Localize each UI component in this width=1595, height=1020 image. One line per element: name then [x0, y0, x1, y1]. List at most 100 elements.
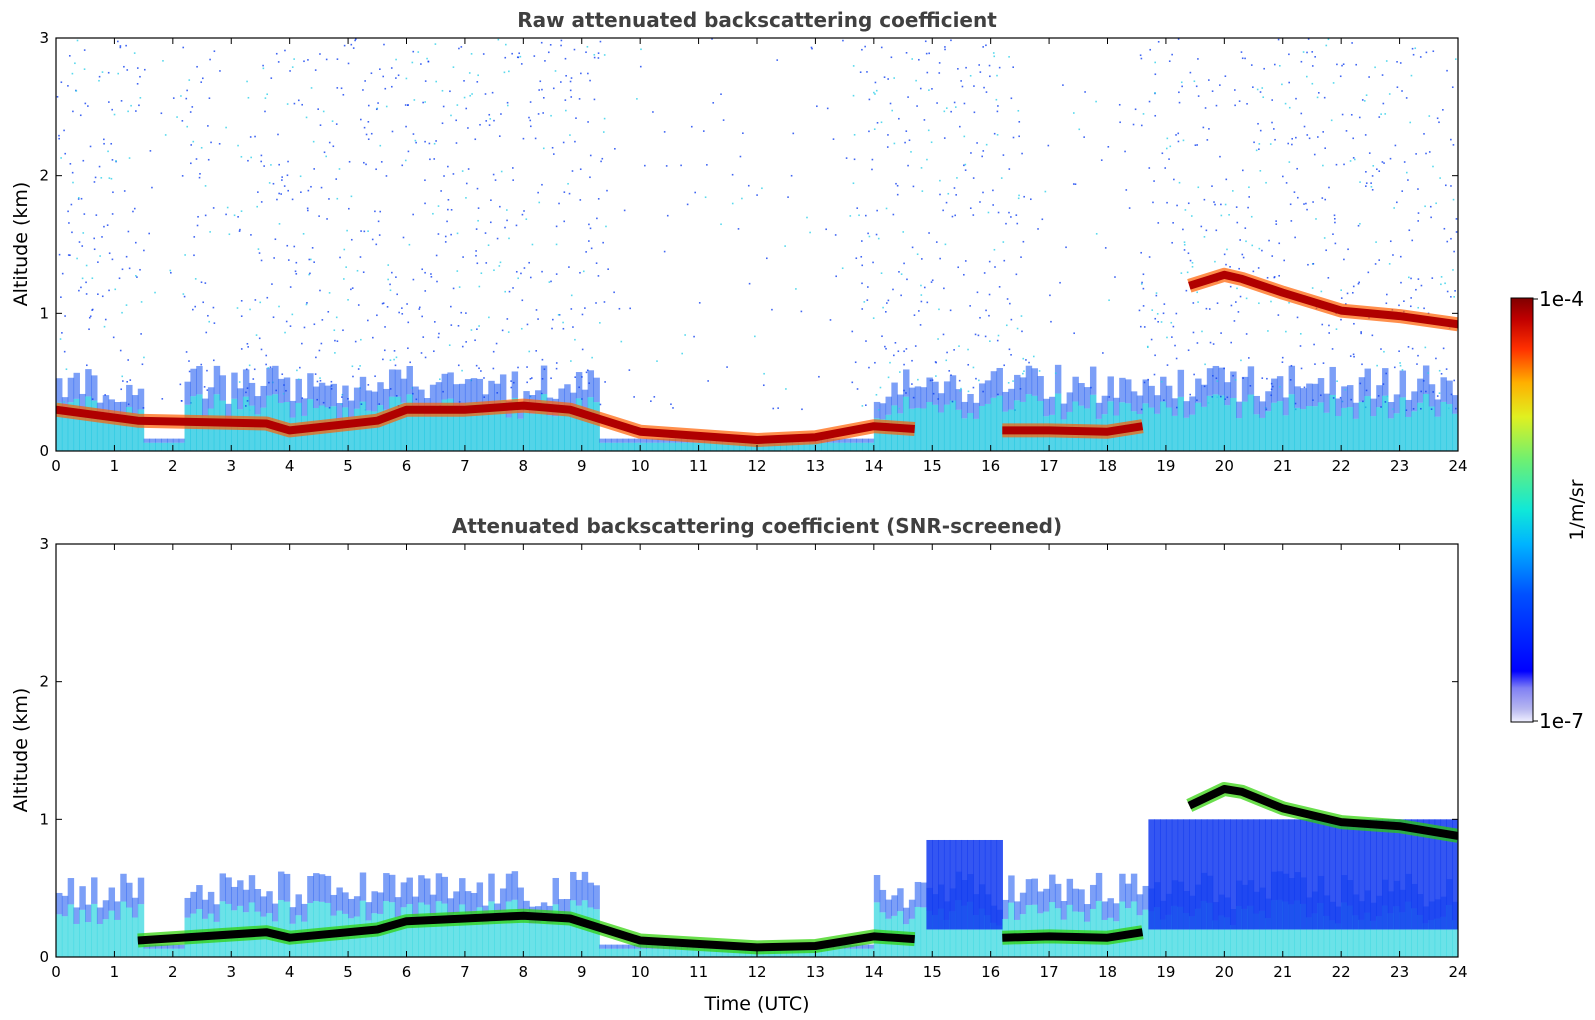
noise-speck: [336, 58, 339, 60]
haze-cell: [540, 920, 548, 957]
haze-cell: [1265, 411, 1272, 451]
noise-speck: [520, 272, 522, 275]
noise-speck: [422, 101, 424, 104]
noise-speck: [1160, 380, 1163, 383]
noise-speck: [409, 361, 411, 364]
haze-cell: [996, 395, 1003, 451]
noise-speck: [886, 302, 888, 304]
noise-speck: [91, 398, 94, 400]
noise-speck: [1262, 96, 1265, 99]
noise-speck: [1403, 300, 1405, 303]
haze-cell: [1276, 376, 1284, 402]
noise-speck: [482, 53, 485, 55]
noise-speck: [78, 289, 80, 292]
y-tick-label: 3: [39, 535, 49, 553]
noise-speck: [1275, 223, 1278, 225]
noise-speck: [360, 338, 362, 341]
noise-speck: [585, 371, 588, 374]
haze-cell: [476, 378, 484, 403]
noise-speck: [169, 269, 172, 272]
haze-cell: [219, 375, 227, 401]
noise-speck: [1226, 396, 1229, 399]
noise-speck: [932, 392, 935, 395]
cloud-cell: [996, 839, 1003, 930]
haze-cell: [482, 413, 489, 451]
haze-cell: [827, 442, 834, 451]
noise-speck: [1407, 179, 1409, 181]
noise-speck: [935, 241, 938, 243]
noise-speck: [1020, 256, 1022, 258]
noise-speck: [842, 39, 844, 42]
noise-speck: [318, 349, 321, 352]
noise-speck: [826, 107, 829, 110]
haze-cell: [1370, 416, 1377, 451]
noise-speck: [1359, 181, 1361, 183]
noise-speck: [925, 52, 928, 55]
noise-speck: [89, 145, 92, 148]
noise-speck: [787, 196, 789, 198]
noise-speck: [939, 193, 941, 196]
haze-cell: [1089, 884, 1097, 909]
haze-cell: [774, 442, 781, 451]
haze-cell: [143, 948, 151, 957]
haze-cell: [494, 921, 501, 957]
haze-cell: [499, 888, 507, 912]
noise-speck: [1177, 38, 1180, 40]
noise-speck: [404, 104, 407, 106]
haze-cell: [610, 438, 618, 443]
haze-cell: [1347, 407, 1354, 451]
noise-speck: [401, 313, 404, 315]
haze-cell: [1224, 382, 1231, 406]
noise-speck: [477, 219, 479, 222]
noise-speck: [498, 265, 501, 267]
haze-cell: [616, 948, 624, 957]
x-tick-label: 5: [343, 457, 353, 475]
noise-speck: [860, 255, 863, 258]
noise-speck: [238, 230, 241, 232]
haze-cell: [114, 402, 121, 419]
noise-speck: [531, 243, 534, 246]
haze-cell: [1113, 397, 1120, 416]
noise-speck: [800, 310, 803, 313]
noise-speck: [340, 87, 343, 90]
x-tick-label: 18: [1098, 457, 1117, 475]
haze-cell: [1148, 911, 1155, 957]
noise-speck: [377, 102, 379, 104]
haze-cell: [166, 442, 174, 451]
haze-cell: [196, 366, 203, 395]
noise-speck: [283, 185, 286, 187]
noise-speck: [945, 201, 948, 204]
noise-speck: [923, 119, 926, 121]
noise-speck: [1398, 350, 1400, 353]
noise-speck: [1177, 132, 1180, 135]
noise-speck: [133, 207, 136, 210]
haze-cell: [599, 442, 606, 451]
noise-speck: [1261, 377, 1264, 379]
haze-cell: [85, 922, 92, 957]
noise-speck: [1389, 157, 1392, 160]
noise-speck: [1288, 53, 1290, 56]
noise-speck: [297, 99, 300, 102]
cloud-cell: [949, 839, 957, 930]
noise-speck: [471, 93, 473, 95]
noise-speck: [1442, 109, 1444, 111]
noise-speck: [391, 271, 393, 274]
noise-speck: [938, 72, 941, 74]
haze-cell: [908, 387, 916, 409]
noise-speck: [1394, 144, 1397, 147]
noise-speck: [964, 260, 967, 262]
noise-speck: [237, 216, 239, 218]
noise-speck: [1411, 239, 1414, 242]
y-tick-label: 0: [39, 948, 49, 966]
noise-speck: [1399, 362, 1401, 364]
haze-cell: [891, 382, 898, 406]
haze-cell: [412, 896, 419, 917]
noise-speck: [259, 301, 262, 304]
noise-speck: [694, 191, 696, 194]
noise-speck: [944, 46, 946, 48]
haze-cell: [342, 892, 349, 914]
noise-speck: [1192, 331, 1195, 334]
noise-speck: [1287, 142, 1290, 145]
noise-speck: [1037, 228, 1039, 230]
noise-speck: [976, 142, 978, 144]
